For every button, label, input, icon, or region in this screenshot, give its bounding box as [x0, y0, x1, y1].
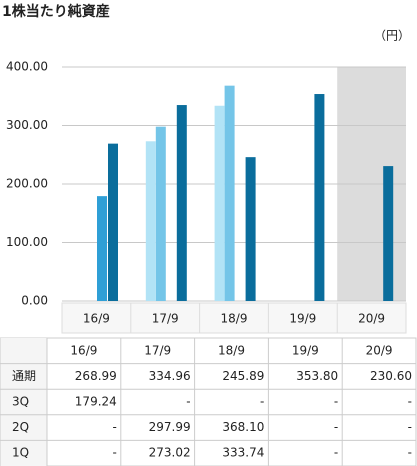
- y-tick-label: 200.00: [6, 177, 48, 191]
- table-cell: -: [334, 420, 338, 434]
- table-cell: -: [334, 446, 338, 460]
- table-cell: -: [408, 395, 412, 409]
- legend-row-label: 通期: [12, 369, 36, 383]
- x-tick-label: 18/9: [221, 312, 248, 326]
- y-tick-label: 400.00: [6, 60, 48, 74]
- x-tick-label: 17/9: [152, 312, 179, 326]
- legend-row-label: 1Q: [12, 446, 29, 460]
- table-cell: -: [112, 420, 116, 434]
- chart-title: 1株当たり純資産: [2, 3, 110, 20]
- table-cell: 353.80: [296, 369, 338, 383]
- table-cell: 297.99: [149, 420, 191, 434]
- x-tick-label: 16/9: [83, 312, 110, 326]
- bar: [214, 105, 225, 301]
- bar: [97, 196, 107, 301]
- table-frame: [0, 337, 417, 466]
- y-tick-label: 300.00: [6, 118, 48, 132]
- bar: [245, 157, 256, 301]
- bar: [145, 141, 156, 301]
- table-header: 17/9: [144, 343, 171, 357]
- table-cell: -: [112, 446, 116, 460]
- table-cell: 273.02: [149, 446, 191, 460]
- table-cell: -: [408, 420, 412, 434]
- bar: [155, 126, 166, 302]
- header-cell-bg: [0, 338, 48, 466]
- table-header: 20/9: [366, 343, 393, 357]
- legend-row-label: 2Q: [12, 420, 29, 434]
- bar: [383, 166, 394, 301]
- bar: [176, 105, 187, 301]
- y-tick-label: 100.00: [6, 235, 48, 249]
- table-header: 16/9: [70, 343, 97, 357]
- y-tick-label: 0.00: [21, 294, 48, 308]
- table-header: 18/9: [218, 343, 245, 357]
- x-tick-label: 19/9: [289, 312, 316, 326]
- table-cell: -: [260, 395, 264, 409]
- unit-label: （円）: [374, 29, 410, 43]
- table-cell: -: [334, 395, 338, 409]
- bar: [314, 94, 325, 301]
- table-cell: 268.99: [75, 369, 117, 383]
- table-cell: -: [186, 395, 190, 409]
- table-cell: 368.10: [222, 420, 264, 434]
- table-cell: 179.24: [75, 395, 117, 409]
- table-cell: 245.89: [222, 369, 264, 383]
- x-tick-label: 20/9: [358, 312, 385, 326]
- table-cell: 334.96: [149, 369, 191, 383]
- table-cell: 333.74: [222, 446, 264, 460]
- x-axis-band: [61, 302, 407, 334]
- table-cell: -: [408, 446, 412, 460]
- bar: [224, 85, 235, 301]
- table-header: 19/9: [292, 343, 319, 357]
- bar: [108, 143, 118, 301]
- table-cell: 230.60: [370, 369, 412, 383]
- legend-row-label: 3Q: [12, 395, 29, 409]
